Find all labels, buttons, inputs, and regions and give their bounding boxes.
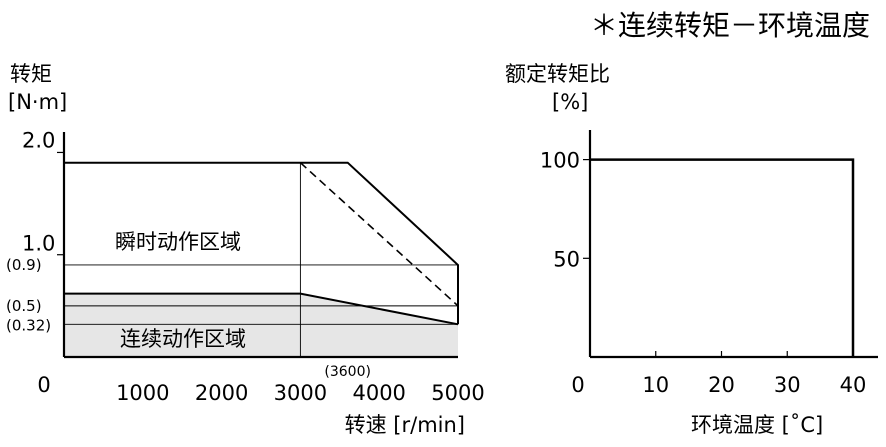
chart1-x-tick-label-3: 3000 (274, 381, 327, 405)
chart2-x-tick-label-1: 10 (642, 373, 669, 397)
chart1-y-tick-label-2: (0.9) (6, 256, 42, 274)
chart1-x-tick-label-1: 1000 (116, 381, 169, 405)
chart2-x-tick-label-3: 30 (774, 373, 801, 397)
chart1-x-tick-label-0: 0 (37, 373, 50, 397)
chart2-y-label-line2: [%] (552, 90, 588, 114)
chart2-x-tick-label-2: 20 (708, 373, 735, 397)
chart2-x-label: 环境温度 [˚C] (691, 413, 823, 437)
instantaneous-region-outline (64, 161, 459, 325)
chart1-x-tick-label-2: 2000 (195, 381, 248, 405)
chart1-x-tick-label-4: 4000 (352, 381, 405, 405)
instantaneous-region-label: 瞬时动作区域 (115, 230, 241, 254)
continuous-region-outline (64, 292, 459, 326)
chart-note: ＊连续转矩－环境温度 (590, 9, 870, 42)
chart2-y-tick-label-0: 100 (540, 149, 580, 173)
continuous-region-fill (64, 293, 458, 357)
chart1-y-tick-label-3: (0.5) (6, 297, 42, 315)
continuous-region-label: 连续动作区域 (120, 327, 246, 351)
chart1-x-annotation-label: (3600) (324, 364, 371, 380)
chart2-y-tick-label-1: 50 (553, 247, 580, 271)
chart1-y-tick-label-0: 2.0 (22, 128, 55, 152)
chart1-y-label-line1: 转矩 (10, 62, 52, 86)
chart2-x-tick-label-4: 40 (840, 373, 867, 397)
dashed-limit-line (299, 162, 459, 307)
chart1-x-tick-label-5: 5000 (431, 381, 484, 405)
chart2-x-tick-label-0: 0 (571, 373, 584, 397)
chart2-series-line (590, 158, 855, 357)
chart1-x-label: 转速 [r/min] (345, 413, 465, 437)
chart1-y-label-line2: [N·m] (8, 90, 67, 114)
chart1-y-tick-label-1: 1.0 (22, 232, 55, 256)
chart2-y-label-line1: 额定转矩比 (505, 62, 610, 86)
chart1-y-tick-label-4: (0.32) (6, 316, 51, 334)
